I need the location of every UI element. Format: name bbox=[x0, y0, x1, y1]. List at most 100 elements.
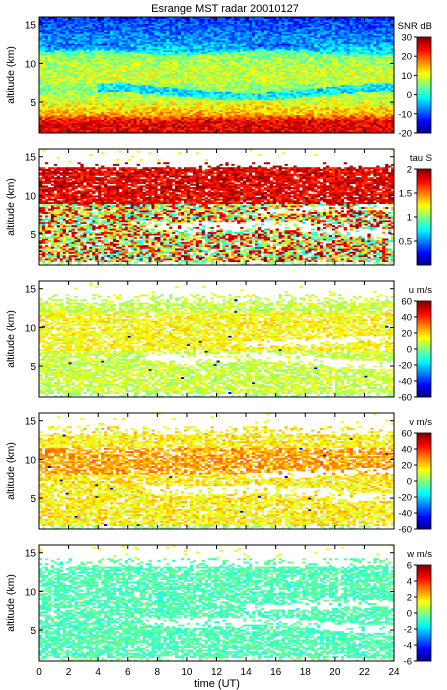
heat-cell bbox=[186, 33, 191, 36]
heat-cell bbox=[195, 20, 200, 23]
heat-cell bbox=[139, 123, 143, 126]
heat-cell bbox=[142, 33, 146, 36]
heat-cell bbox=[110, 86, 114, 89]
heat-cell bbox=[47, 61, 52, 64]
heat-cell bbox=[71, 79, 75, 82]
heat-cell bbox=[56, 58, 61, 61]
heat-cell bbox=[175, 50, 179, 53]
heat-cell bbox=[62, 60, 66, 63]
heat-cell bbox=[192, 106, 197, 109]
heat-cell bbox=[163, 71, 167, 74]
heat-cell bbox=[151, 128, 155, 130]
heat-cell bbox=[166, 106, 170, 109]
heat-cell bbox=[71, 71, 75, 74]
heat-cell bbox=[50, 124, 55, 127]
heat-cell bbox=[77, 71, 81, 74]
heat-cell bbox=[110, 43, 114, 46]
heat-cell bbox=[195, 63, 200, 66]
heat-cell bbox=[56, 66, 61, 69]
heat-cell bbox=[107, 118, 111, 121]
heat-cell bbox=[53, 45, 58, 48]
heat-cell bbox=[112, 91, 117, 94]
heat-cell bbox=[41, 55, 46, 58]
heat-cell bbox=[148, 31, 152, 34]
heat-cell bbox=[133, 104, 137, 107]
heat-cell bbox=[41, 129, 46, 132]
heat-cell bbox=[92, 88, 96, 91]
heat-cell bbox=[189, 28, 194, 31]
heat-cell bbox=[130, 30, 134, 33]
heat-cell bbox=[127, 60, 132, 63]
heat-cell bbox=[157, 58, 161, 61]
heat-cell bbox=[112, 109, 117, 112]
heat-cell bbox=[83, 25, 87, 28]
heat-cell bbox=[121, 28, 126, 31]
heat-cell bbox=[95, 111, 99, 114]
heat-cell bbox=[89, 55, 93, 58]
heat-cell bbox=[41, 17, 46, 19]
heat-cell bbox=[166, 41, 170, 44]
heat-cell bbox=[107, 17, 111, 19]
heat-cell bbox=[110, 23, 114, 26]
heat-cell bbox=[74, 60, 78, 63]
heat-cell bbox=[104, 124, 108, 127]
heat-cell bbox=[124, 93, 129, 96]
heat-cell bbox=[130, 51, 134, 54]
heat-cell bbox=[56, 124, 61, 127]
heat-cell bbox=[145, 106, 149, 109]
heat-cell bbox=[181, 109, 185, 112]
heat-cell bbox=[115, 113, 120, 116]
heat-cell bbox=[101, 123, 105, 126]
heat-cell bbox=[139, 28, 143, 31]
heat-cell bbox=[89, 48, 93, 51]
heat-cell bbox=[89, 96, 93, 99]
heat-cell bbox=[41, 104, 46, 107]
heat-cell bbox=[175, 118, 179, 121]
heat-cell bbox=[101, 101, 105, 104]
heat-cell bbox=[112, 103, 117, 106]
heat-cell bbox=[178, 113, 182, 116]
heat-cell bbox=[172, 65, 176, 68]
heat-cell bbox=[86, 104, 90, 107]
heat-cell bbox=[198, 113, 203, 116]
heat-cell bbox=[172, 60, 176, 63]
heat-cell bbox=[50, 18, 55, 21]
heat-cell bbox=[47, 33, 52, 36]
heat-cell bbox=[195, 21, 200, 24]
heat-cell bbox=[175, 121, 179, 124]
heat-cell bbox=[157, 78, 161, 81]
heat-cell bbox=[62, 40, 66, 43]
heat-cell bbox=[74, 26, 78, 29]
heat-cell bbox=[89, 103, 93, 106]
heat-cell bbox=[41, 101, 46, 104]
heat-cell bbox=[186, 46, 191, 49]
heat-cell bbox=[121, 35, 126, 38]
heat-cell bbox=[92, 124, 96, 127]
heat-cell bbox=[130, 126, 134, 129]
heat-cell bbox=[192, 68, 197, 71]
heat-cell bbox=[133, 35, 137, 38]
heat-cell bbox=[95, 28, 99, 31]
heat-cell bbox=[130, 17, 134, 19]
heat-cell bbox=[98, 20, 102, 23]
heat-cell bbox=[62, 83, 66, 86]
heat-cell bbox=[163, 50, 167, 53]
heat-cell bbox=[44, 114, 49, 117]
heat-cell bbox=[112, 60, 117, 63]
heat-cell bbox=[71, 76, 75, 79]
heat-cell bbox=[56, 79, 61, 82]
heat-cell bbox=[157, 103, 161, 106]
heat-cell bbox=[189, 81, 194, 84]
heat-cell bbox=[74, 35, 78, 38]
heat-cell bbox=[107, 76, 111, 79]
heat-cell bbox=[192, 113, 197, 116]
heat-cell bbox=[65, 55, 69, 58]
heat-cell bbox=[172, 111, 176, 114]
heat-cell bbox=[118, 119, 123, 122]
heat-cell bbox=[169, 38, 173, 41]
heat-cell bbox=[39, 35, 43, 38]
heat-cell bbox=[175, 73, 179, 76]
heat-cell bbox=[95, 66, 99, 69]
heat-cell bbox=[204, 126, 208, 129]
heat-cell bbox=[163, 63, 167, 66]
